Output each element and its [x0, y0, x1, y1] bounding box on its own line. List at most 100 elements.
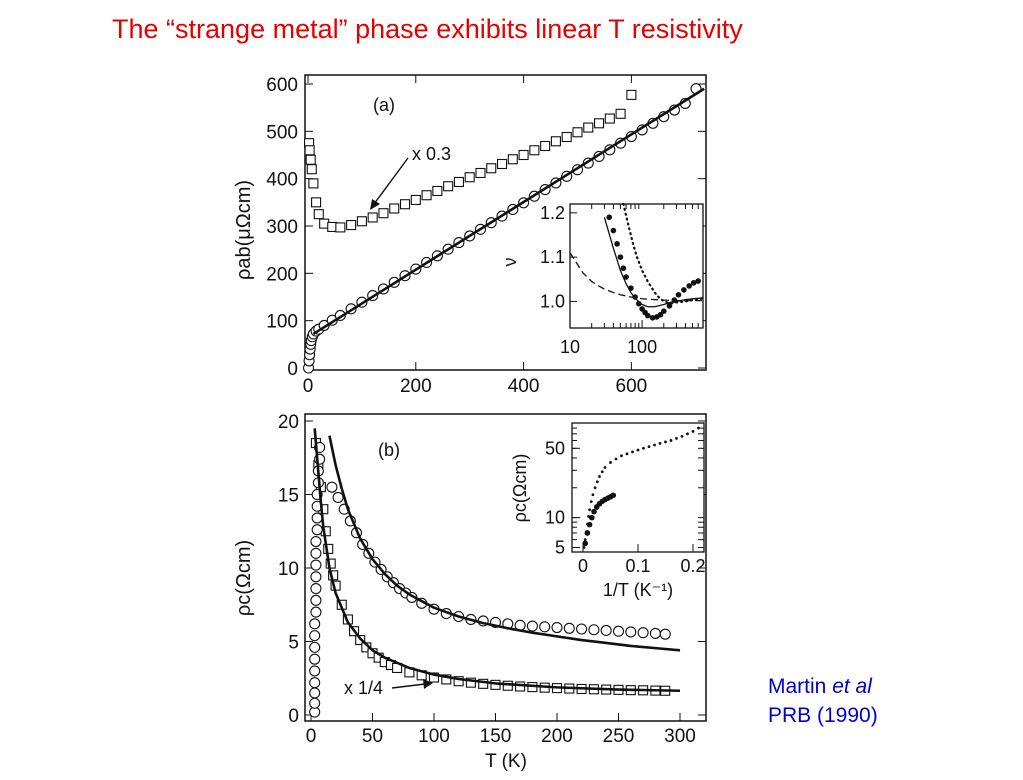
panel-a-ytick-label: 500 [266, 122, 298, 143]
panel-b-inset-series-large-dots-dot-2 [586, 521, 593, 528]
panel-a-inset-ytick-label: 1.0 [540, 291, 565, 311]
panel-a-inset-series-filled-dots-dot-20 [686, 283, 692, 289]
panel-b-inset-series-small-dots-dot-17 [631, 450, 634, 454]
panel-b-series-low-T-column-point-16 [311, 524, 323, 536]
panel-a-inset-series-filled-dots-dot-14 [657, 311, 664, 318]
panel-b-inset-series-small-dots-dot-6 [589, 500, 593, 504]
panel-a-annotation-arrowhead [370, 199, 380, 210]
panel-a-inset-series-filled-dots-dot-19 [681, 287, 687, 293]
panel-b-series-open-circles-point-31 [625, 626, 637, 638]
title-part-2: strange metal [175, 14, 339, 44]
panel-a-annotation-arrow [373, 157, 409, 205]
panel-b-inset-ytick-label: 50 [545, 438, 565, 458]
panel-a-series-x-03-point-9 [335, 222, 346, 233]
panel-b-series-low-T-column-point-4 [309, 665, 321, 677]
panel-a-series-x-03-point-36 [626, 89, 637, 100]
panel-a-inset-series-filled-dots-dot-21 [690, 280, 697, 286]
panel-a-series-x-03-point-30 [561, 131, 572, 143]
panel-a-xtick-label: 0 [303, 376, 314, 397]
panel-b-inset-series-small-dots-dot-23 [664, 440, 667, 444]
panel-b-series-open-circles-point-23 [526, 620, 538, 632]
panel-a-series-x-03-point-14 [389, 203, 400, 214]
panel-b-inset-series-large-dots-dot-1 [584, 530, 591, 536]
panel-a-series-x-03-point-13 [378, 208, 389, 219]
panel-b-annotation-arrowhead [423, 679, 433, 689]
panel-b-annotation-x14: x 1/4 [344, 678, 383, 698]
panel-a-ytick-label: 0 [287, 359, 298, 380]
panel-a-inset-series-filled-dots-dot-11 [644, 312, 651, 319]
panel-a-inset-series-filled-dots-dot-16 [666, 303, 673, 309]
panel-a-ytick-label: 200 [266, 264, 298, 285]
panel-a-ytick-label: 300 [266, 217, 298, 238]
panel-a-series-x-03-point-23 [486, 163, 497, 174]
panel-b-inset-series-small-dots-dot-19 [642, 446, 645, 450]
panel-a-series-x-03-point-1 [304, 145, 315, 156]
panel-b-inset-series-small-dots-dot-7 [591, 493, 595, 497]
panel-b-series-low-T-column-point-3 [309, 677, 321, 689]
panel-a-series-x-03-point-34 [604, 113, 615, 124]
panel-b-inset-series-large-dots [582, 492, 617, 547]
panel-a-ylabel: ρab(μΩcm) [233, 180, 255, 280]
panel-a-series-x-03-point-17 [421, 190, 432, 201]
panel-b-series-open-circles-point-34 [659, 628, 671, 640]
citation-etal: et al [832, 675, 872, 698]
panel-a-inset-series-filled-dots-dot-4 [620, 265, 627, 272]
panel-a-series-x-03-point-28 [540, 140, 551, 152]
panel-b-series-low-T-column-point-15 [310, 535, 322, 548]
panel-b-xtick-label: 50 [362, 726, 383, 747]
panel-a-series-linear-fit-line [312, 87, 705, 336]
panel-b-xtick-label: 300 [664, 726, 696, 747]
panel-a-inset-series-filled-dots-dot-0 [606, 214, 613, 221]
panel-b-series-x-14-point-21 [428, 672, 440, 683]
panel-a-inset-ytick-label: 1.1 [540, 247, 565, 267]
panel-a-series-x-03-point-22 [475, 167, 486, 179]
panel-a-series-x-03-point-16 [410, 194, 421, 206]
panel-b-inset-xtick-label: 0.2 [680, 556, 705, 576]
panel-b-series-x-14-point-25 [478, 678, 489, 689]
panel-a-ytick-label: 400 [266, 170, 298, 191]
panel-a-label: (a) [373, 95, 395, 115]
panel-a-inset-series-filled-dots-dot-15 [660, 308, 667, 314]
panel-b-inset-series-small-dots-dot-5 [588, 508, 591, 512]
panel-b-series-low-T-column-point-6 [309, 641, 321, 653]
panel-b-inset-series-small-dots-dot-13 [609, 461, 612, 464]
panel-b-series-open-circles-point-26 [563, 622, 575, 634]
panel-b-inset-xtick-label: 0 [578, 556, 588, 576]
panel-b-inset-series-large-dots-dot-0 [582, 540, 588, 547]
panel-a-series-x-03-point-11 [356, 216, 367, 227]
panel-b-series-x-14-point-23 [453, 676, 464, 687]
panel-b-inset-series-small-dots-dot-26 [680, 434, 684, 438]
panel-a-inset-ylabel: ν [500, 258, 520, 267]
panel-b-series-open-circles-point-28 [588, 624, 600, 636]
panel-a-series-x-03-point-27 [529, 145, 540, 156]
panel-a-series-x-03-point-2 [305, 154, 316, 165]
panel-a-series-x-03-point-33 [593, 118, 605, 129]
panel-b-series-x-14-point-27 [502, 680, 513, 691]
panel-b-series-open-circles-point-29 [600, 624, 612, 637]
panel-a-inset-series-filled-dots-dot-5 [623, 274, 629, 280]
panel-b-series-low-T-column-point-12 [310, 571, 322, 583]
panel-b-xlabel: T (K) [485, 751, 527, 772]
panel-b-ytick-label: 0 [288, 706, 299, 727]
panel-b-inset-series-small-dots-dot-24 [669, 439, 673, 442]
panel-b-series-low-T-column-point-7 [309, 630, 321, 642]
panel-a-annotation-x03: x 0.3 [412, 144, 451, 164]
panel-a-series-x-03-point-21 [464, 172, 475, 183]
title-close-quote: ” [338, 14, 348, 44]
title-open-quote: “ [166, 14, 176, 44]
panel-b-ylabel: ρc(Ωcm) [233, 540, 255, 616]
panel-a-series-x-03 [304, 89, 637, 233]
panel-a-series-x-03-point-31 [572, 127, 583, 138]
panel-b-series-low-T-column-point-13 [310, 559, 322, 571]
panel-a-series-x-03-point-6 [313, 209, 324, 220]
panel-b-inset-series-small-dots-dot-22 [658, 442, 662, 445]
panel-b-inset-ylabel: ρc(Ωcm) [510, 454, 530, 523]
panel-a-ytick-label: 100 [266, 312, 298, 333]
panel-a-inset-series-solid [603, 217, 703, 308]
panel-a-xtick-label: 400 [508, 376, 540, 397]
panel-b-inset-series-small-dots-dot-27 [686, 432, 689, 436]
panel-b-inset-series-small-dots-dot-20 [647, 445, 651, 449]
panel-b-inset-series-small-dots-dot-11 [600, 470, 604, 474]
